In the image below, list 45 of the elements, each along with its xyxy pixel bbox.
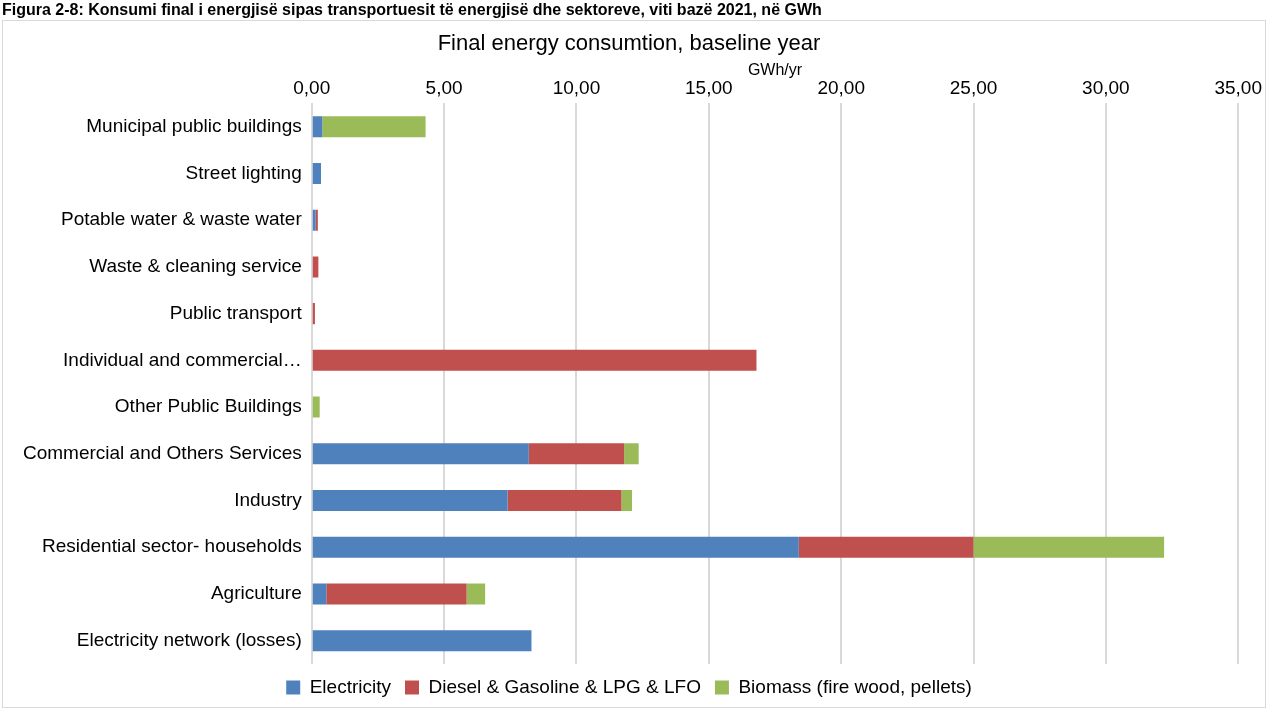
x-tick-label: 5,00 [425,77,463,99]
bar [312,303,315,325]
bar [312,536,799,558]
bar [528,443,625,465]
x-tick-label: 15,00 [685,77,733,99]
y-tick-label: Municipal public buildings [86,114,302,136]
y-tick-label: Public transport [169,301,303,323]
x-tick-label: 30,00 [1082,77,1130,99]
bar [621,489,633,511]
text: Figura 2-8: Konsumi final i energjisë sipas transportuesit të energjisë dhe sektoreve, viti bazë 2021, në GWh [1,0,823,20]
y-tick-label: Potable water & waste water [60,208,303,230]
x-tick-label: 20,00 [817,77,865,99]
x-tick-label: 10,00 [552,77,601,99]
bar [973,536,1165,558]
bar [322,116,426,138]
x-tick-label: 0,00 [293,77,331,99]
bar [312,349,757,371]
y-tick-label: Agriculture [210,582,302,604]
legend-label: Biomass (fire wood, pellets) [738,675,972,697]
y-tick-label: Industry [234,488,303,510]
y-tick-label: Commercial and Others Services [22,442,302,464]
x-tick-label: 35,00 [1214,77,1262,99]
bar [326,583,467,605]
bar [312,443,529,465]
bar [312,116,323,138]
bar [466,583,486,605]
bar [312,489,508,511]
y-tick-label: Electricity network (losses) [76,628,302,650]
bar [312,583,327,605]
x-axis-title: GWh/yr [747,61,803,79]
y-tick-label: Individual and commercial… [63,348,302,370]
bar [798,536,974,558]
y-tick-label: Residential sector- households [41,535,302,557]
legend-label: Diesel & Gasoline & LPG & LFO [428,675,701,697]
y-tick-label: Other Public Buildings [114,395,302,417]
legend-label: Electricity [309,675,392,697]
bar [624,443,639,465]
x-tick-label: 25,00 [949,77,998,99]
y-tick-label: Street lighting [185,161,302,183]
bar [312,396,320,418]
y-tick-label: Waste & cleaning service [89,255,302,277]
bar [312,162,322,184]
bar [312,630,532,652]
chart-title: Final energy consumtion, baseline year [437,30,821,56]
bar [507,489,622,511]
